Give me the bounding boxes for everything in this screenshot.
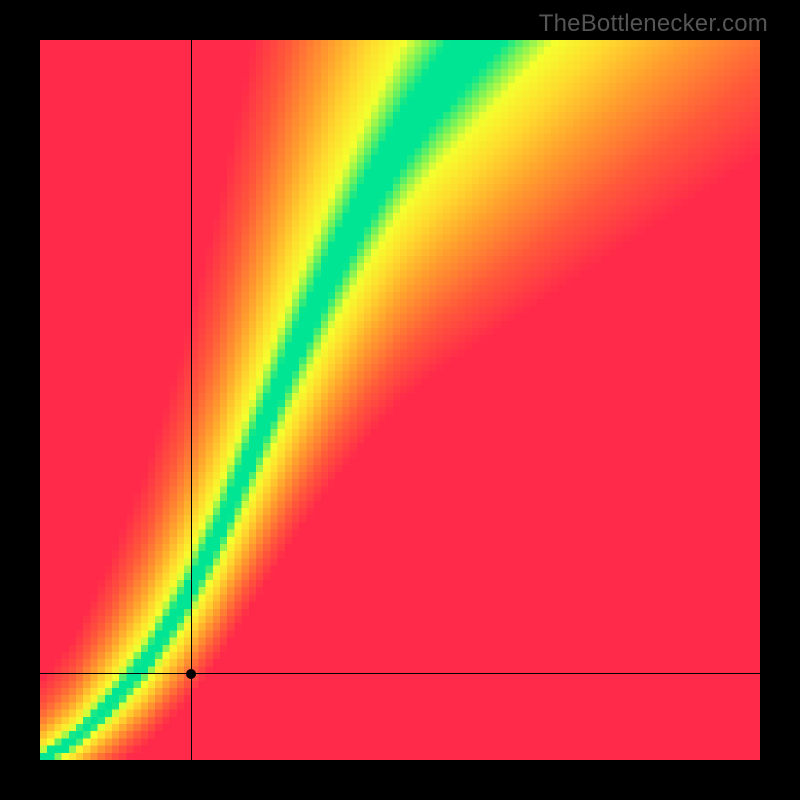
crosshair-vertical: [191, 40, 192, 760]
watermark-text: TheBottlenecker.com: [539, 10, 768, 38]
crosshair-marker: [186, 669, 196, 679]
chart-container: TheBottlenecker.com: [0, 0, 800, 800]
crosshair-horizontal: [40, 673, 760, 674]
bottleneck-heatmap: [40, 40, 760, 760]
